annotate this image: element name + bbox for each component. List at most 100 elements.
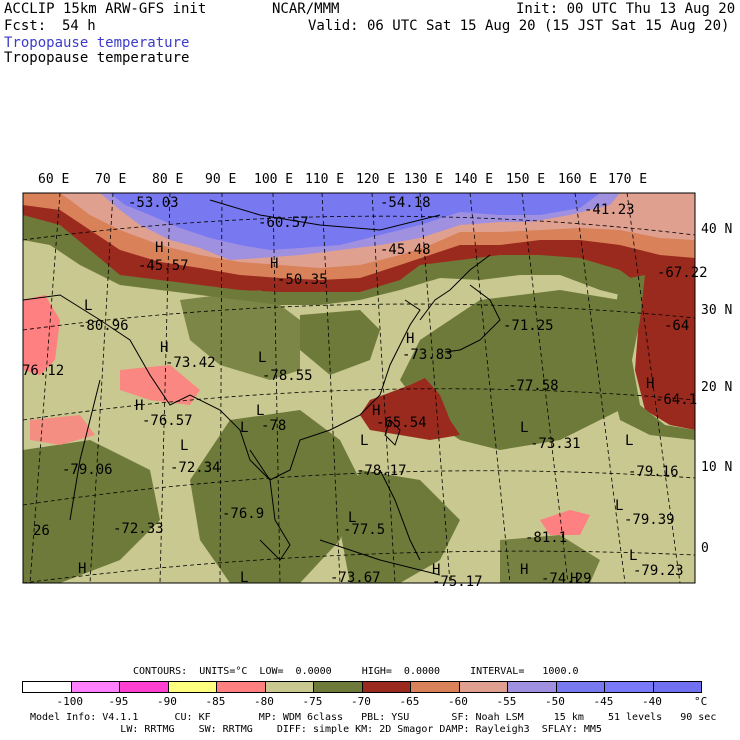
value-label: -74.29 [541, 571, 592, 587]
lon-label: 70 E [95, 172, 127, 187]
high-marker: H [570, 571, 578, 587]
lon-label: 140 E [454, 172, 494, 187]
value-label: -45.48 [380, 242, 431, 258]
value-label: -79.23 [633, 563, 684, 579]
low-marker: L [84, 298, 92, 314]
value-label: -54.18 [380, 195, 431, 211]
value-label: 76.12 [22, 363, 64, 379]
colorbar-swatch [652, 681, 702, 693]
low-marker: L [615, 498, 623, 514]
colorbar-label: -60 [448, 695, 468, 708]
colorbar-swatch [604, 681, 654, 693]
init-time: Init: 00 UTC Thu 13 Aug 20 [516, 1, 736, 17]
low-marker: L [625, 433, 633, 449]
low-marker: L [240, 420, 248, 436]
field-title-primary: Tropopause temperature [4, 35, 190, 51]
value-label: -78.55 [262, 368, 313, 384]
value-label: -77.58 [508, 378, 559, 394]
value-label: -64 [664, 318, 689, 334]
colorbar-swatch [555, 681, 605, 693]
value-label: -73.31 [530, 436, 581, 452]
low-marker: L [180, 438, 188, 454]
value-label: -78.17 [356, 463, 407, 479]
low-marker: L [360, 433, 368, 449]
lon-label: 150 E [506, 172, 546, 187]
colorbar-label: -45 [593, 695, 614, 708]
lon-label: 160 E [558, 172, 598, 187]
low-marker: L [256, 403, 264, 419]
colorbar-label: -65 [399, 695, 420, 708]
value-label: -65.54 [376, 415, 427, 431]
low-marker: L [520, 420, 528, 436]
colorbar-label: -40 [642, 695, 662, 708]
low-marker: L [348, 510, 356, 526]
fcst-value: 54 h [62, 18, 96, 34]
value-label: -73.67 [330, 570, 381, 586]
colorbar-swatch [361, 681, 411, 693]
value-label: -79.39 [624, 512, 675, 528]
model-info: Model Info: V4.1.1 CU: KF MP: WDM 6class… [30, 712, 717, 723]
value-label: -81.1 [525, 530, 567, 546]
value-label: -72.34 [170, 460, 221, 476]
pressure-markers: -53.03-60.57-54.18 -41.23H-45.57-45.48H-5… [22, 195, 708, 590]
colorbar-swatch [410, 681, 460, 693]
value-label: -60.57 [258, 215, 309, 231]
colorbar-label: -90 [157, 695, 177, 708]
value-label: -71.25 [503, 318, 554, 334]
colorbar-label: -55 [496, 695, 517, 708]
model-title: ACCLIP 15km ARW-GFS init [4, 1, 207, 17]
high-marker: H [646, 376, 654, 392]
colorbar-swatch [119, 681, 169, 693]
colorbar-label: -80 [254, 695, 274, 708]
lon-label: 130 E [404, 172, 444, 187]
high-marker: H [135, 398, 143, 414]
low-marker: L [240, 570, 248, 586]
lon-label: 170 E [608, 172, 648, 187]
value-label: -79.06 [62, 462, 113, 478]
lon-label: 90 E [205, 172, 237, 187]
high-marker: H [270, 256, 278, 272]
colorbar-label: -75 [302, 695, 323, 708]
colorbar-label: -50 [545, 695, 565, 708]
colorbar-swatch [458, 681, 508, 693]
value-label: 26 [33, 523, 50, 539]
value-label: -41.23 [584, 202, 635, 218]
value-label: -67.22 [657, 265, 708, 281]
valid-time: Valid: 06 UTC Sat 15 Aug 20 (15 JST Sat … [308, 18, 730, 34]
value-label: -72.33 [113, 521, 164, 537]
contours-info: CONTOURS: UNITS=°C LOW= 0.0000 HIGH= 0.0… [133, 666, 579, 677]
colorbar-label: -100 [56, 695, 84, 708]
model-info-2: LW: RRTMG SW: RRTMG DIFF: simple KM: 2D … [30, 724, 602, 735]
value-label: -50.35 [277, 272, 328, 288]
map-frame [22, 192, 696, 584]
graticule [23, 193, 695, 583]
high-marker: H [155, 240, 163, 256]
value-label: -80.96 [78, 318, 129, 334]
colorbar-swatch [167, 681, 217, 693]
low-marker: L [258, 350, 266, 366]
value-label: -76.57 [142, 413, 193, 429]
colorbar-label: °C [694, 695, 708, 708]
fcst-label: Fcst: [4, 18, 47, 34]
org-label: NCAR/MMM [272, 1, 340, 17]
high-marker: H [520, 562, 528, 578]
colorbar-label: -70 [351, 695, 371, 708]
lon-label: 80 E [152, 172, 184, 187]
coastlines [23, 199, 501, 576]
colorbar-swatch [216, 681, 266, 693]
colorbar-swatch [264, 681, 314, 693]
high-marker: H [160, 340, 168, 356]
colorbar-label: -95 [108, 695, 129, 708]
colorbar-swatch [507, 681, 557, 693]
value-label: -64.1 [655, 392, 697, 408]
low-marker: L [629, 548, 637, 564]
lon-label: 110 E [305, 172, 345, 187]
lon-label: 100 E [254, 172, 294, 187]
value-label: -53.03 [128, 195, 179, 211]
colorbar-label: -85 [205, 695, 226, 708]
lat-label: 30 N [701, 303, 733, 318]
lat-label: 40 N [701, 222, 733, 237]
high-marker: H [372, 403, 380, 419]
value-label: -73.42 [165, 355, 216, 371]
